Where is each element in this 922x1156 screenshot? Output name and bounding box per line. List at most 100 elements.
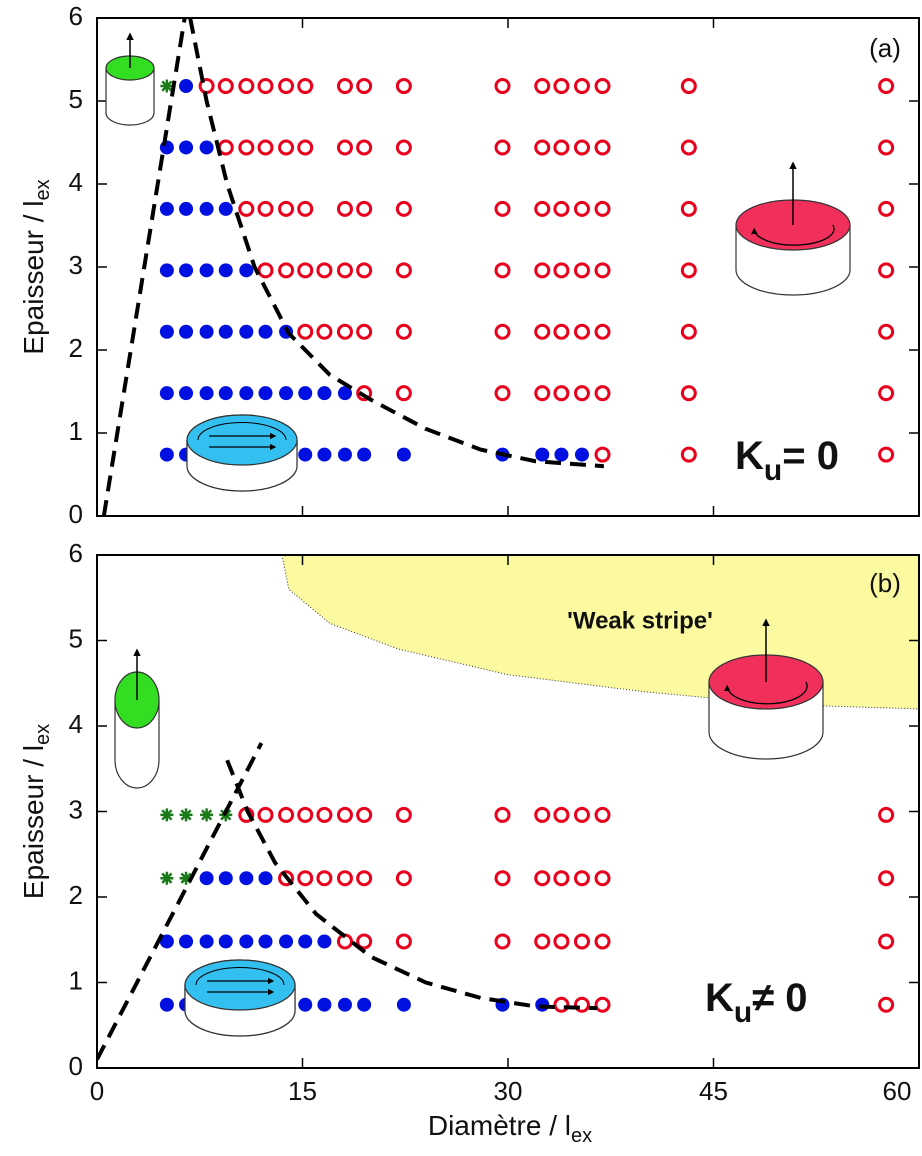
point-vortex	[297, 78, 314, 95]
anisotropy-label: Ku≠ 0	[705, 976, 808, 1029]
point-vortex	[553, 323, 570, 340]
panel-label: (b)	[869, 568, 901, 598]
point-in-plane	[179, 386, 194, 401]
point-vortex	[395, 78, 412, 95]
point-vortex	[395, 323, 412, 340]
icon-curl	[751, 224, 835, 246]
anisotropy-sub: u	[734, 996, 752, 1029]
point-in-plane	[396, 447, 411, 462]
point-perpendicular	[160, 79, 174, 93]
point-vortex	[217, 78, 234, 95]
point-vortex	[278, 200, 295, 217]
point-vortex	[257, 200, 274, 217]
point-in-plane	[239, 324, 254, 339]
point-vortex	[534, 806, 551, 823]
point-vortex	[257, 806, 274, 823]
point-vortex	[594, 200, 611, 217]
point-in-plane	[159, 934, 174, 949]
point-vortex	[573, 933, 590, 950]
y-axis-label: Epaisseur / lex	[18, 179, 54, 354]
point-vortex	[573, 385, 590, 402]
point-in-plane	[199, 201, 214, 216]
point-in-plane	[199, 386, 214, 401]
y-tick-label: 3	[69, 794, 83, 824]
point-vortex	[573, 996, 590, 1013]
point-vortex	[878, 323, 895, 340]
point-in-plane	[258, 386, 273, 401]
y-tick-label: 5	[69, 84, 83, 114]
point-vortex	[336, 200, 353, 217]
point-vortex	[553, 200, 570, 217]
point-in-plane	[199, 934, 214, 949]
point-in-plane	[357, 447, 372, 462]
boundary-line	[101, 18, 187, 516]
x-tick-label: 45	[699, 1076, 728, 1106]
point-vortex	[494, 139, 511, 156]
point-perpendicular	[200, 808, 214, 822]
point-vortex	[278, 139, 295, 156]
point-vortex	[680, 78, 697, 95]
point-vortex	[878, 139, 895, 156]
point-vortex	[356, 806, 373, 823]
point-vortex	[878, 200, 895, 217]
point-vortex	[494, 933, 511, 950]
x-tick-label: 60	[883, 1076, 912, 1106]
x-tick-label: 30	[494, 1076, 523, 1106]
point-vortex	[356, 385, 373, 402]
point-in-plane	[279, 386, 294, 401]
point-vortex	[878, 446, 895, 463]
point-vortex	[336, 806, 353, 823]
point-vortex	[878, 78, 895, 95]
y-tick-label: 0	[69, 1051, 83, 1081]
point-vortex	[257, 139, 274, 156]
y-tick-label: 6	[69, 1, 83, 31]
y-axis-label-text: Epaisseur / l	[18, 745, 49, 899]
point-vortex	[297, 870, 314, 887]
point-in-plane	[279, 934, 294, 949]
point-perpendicular	[179, 871, 193, 885]
y-axis-label-text: Epaisseur / l	[18, 201, 49, 355]
point-vortex	[594, 870, 611, 887]
point-vortex	[573, 78, 590, 95]
point-in-plane	[317, 934, 332, 949]
point-in-plane	[258, 934, 273, 949]
point-vortex	[680, 262, 697, 279]
point-vortex	[594, 78, 611, 95]
point-vortex	[878, 933, 895, 950]
point-vortex	[594, 446, 611, 463]
point-vortex	[297, 139, 314, 156]
y-tick-label: 0	[69, 499, 83, 529]
point-in-plane	[317, 447, 332, 462]
point-in-plane	[218, 934, 233, 949]
point-vortex	[494, 262, 511, 279]
anisotropy-value: ≠ 0	[752, 976, 807, 1020]
point-in-plane	[218, 201, 233, 216]
y-tick-label: 1	[69, 416, 83, 446]
point-in-plane	[317, 386, 332, 401]
point-in-plane	[179, 201, 194, 216]
point-vortex	[553, 806, 570, 823]
point-vortex	[395, 385, 412, 402]
point-in-plane	[199, 324, 214, 339]
point-in-plane	[179, 140, 194, 155]
point-vortex	[336, 139, 353, 156]
point-vortex	[534, 323, 551, 340]
point-vortex	[395, 806, 412, 823]
point-vortex	[534, 262, 551, 279]
point-in-plane	[298, 447, 313, 462]
point-vortex	[356, 870, 373, 887]
point-vortex	[553, 139, 570, 156]
point-in-plane	[239, 934, 254, 949]
x-axis-label: Diamètre / lex	[428, 1110, 592, 1147]
point-vortex	[594, 262, 611, 279]
point-in-plane	[159, 447, 174, 462]
point-in-plane	[396, 997, 411, 1012]
y-tick-label: 5	[69, 623, 83, 653]
point-vortex	[534, 385, 551, 402]
point-vortex	[878, 385, 895, 402]
point-in-plane	[258, 324, 273, 339]
point-vortex	[878, 996, 895, 1013]
icon-curl	[195, 967, 285, 986]
y-tick-label: 6	[69, 538, 83, 568]
